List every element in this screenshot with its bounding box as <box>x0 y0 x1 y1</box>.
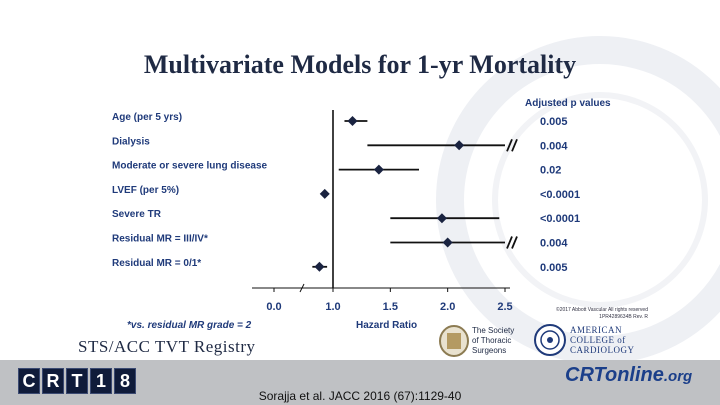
acc-name-line-2: COLLEGE of <box>570 335 626 345</box>
copyright-notice: ©2017 Abbott Vascular All rights reserve… <box>528 307 648 321</box>
pvalue-label: 0.005 <box>540 116 568 128</box>
crt-logo-letter: 1 <box>90 368 112 394</box>
acc-name-line-3: CARDIOLOGY <box>570 345 635 355</box>
citation: Sorajja et al. JACC 2016 (67):1129-40 <box>258 389 462 403</box>
crt-logo-letter: 8 <box>114 368 136 394</box>
pvalue-label: <0.0001 <box>540 213 580 225</box>
row-label: Residual MR = III/IV* <box>112 234 208 245</box>
crtonline-logo: CRTonline.org <box>565 364 692 387</box>
sts-name-line-3: Surgeons <box>472 346 507 355</box>
truncation-mark <box>506 236 513 249</box>
row-label: Moderate or severe lung disease <box>112 161 268 172</box>
pvalue-label: <0.0001 <box>540 189 580 201</box>
axis-break-mark <box>299 283 305 293</box>
pvalue-header: Adjusted p values <box>525 98 611 109</box>
x-tick-label: 0.0 <box>266 301 281 313</box>
row-label: Residual MR = 0/1* <box>112 258 201 269</box>
hazard-ratio-point <box>347 116 358 126</box>
truncation-mark <box>511 138 518 152</box>
sts-logo-icon <box>439 325 469 357</box>
copyright-line-2: 1PR4289634B Rev. R <box>599 314 648 320</box>
x-tick-label: 2.5 <box>497 301 512 313</box>
crtonline-logo-main: CRTonline <box>565 364 664 386</box>
registry-name: STS/ACC TVT Registry <box>78 337 256 356</box>
acc-name: AMERICAN COLLEGE of CARDIOLOGY <box>570 325 635 355</box>
truncation-mark <box>511 236 518 249</box>
hazard-ratio-point <box>436 213 447 224</box>
sts-name-line-1: The Society <box>472 326 515 335</box>
hazard-ratio-point <box>454 140 465 151</box>
hazard-ratio-point <box>319 188 330 199</box>
sts-name-line-2: of Thoracic <box>472 336 512 345</box>
pvalue-label: 0.004 <box>540 140 568 152</box>
crt18-logo: C R T 1 8 <box>18 368 136 394</box>
copyright-line-1: ©2017 Abbott Vascular All rights reserve… <box>556 307 648 313</box>
truncation-mark <box>506 138 513 152</box>
row-label: Age (per 5 yrs) <box>112 112 182 123</box>
hazard-ratio-point <box>373 164 384 175</box>
crt-logo-letter: R <box>42 368 64 394</box>
crt-logo-letter: C <box>18 368 40 394</box>
x-axis-label: Hazard Ratio <box>356 320 418 331</box>
crt-logo-letter: T <box>66 368 88 394</box>
forest-plot: 0.0 1.0 1.5 2.0 2.5 Adjusted p values Age (per… <box>112 98 611 313</box>
slide-title: Multivariate Models for 1-yr Mortality <box>143 50 577 79</box>
x-tick-label: 1.0 <box>325 301 340 313</box>
row-label: Severe TR <box>112 209 162 220</box>
pvalue-label: 0.02 <box>540 165 561 177</box>
acc-name-line-1: AMERICAN <box>570 325 623 335</box>
x-tick-label: 2.0 <box>440 301 455 313</box>
acc-seal-icon <box>534 324 566 356</box>
crtonline-logo-suffix: .org <box>663 368 693 385</box>
sts-name: The Society of Thoracic Surgeons <box>472 326 514 356</box>
row-label: Dialysis <box>112 136 150 147</box>
footnote: *vs. residual MR grade = 2 <box>127 320 252 331</box>
row-label: LVEF (per 5%) <box>112 185 179 196</box>
pvalue-label: 0.005 <box>540 262 568 274</box>
hazard-ratio-point <box>314 261 325 272</box>
x-tick-label: 1.5 <box>383 301 398 313</box>
hazard-ratio-point <box>442 237 453 248</box>
pvalue-label: 0.004 <box>540 238 568 250</box>
